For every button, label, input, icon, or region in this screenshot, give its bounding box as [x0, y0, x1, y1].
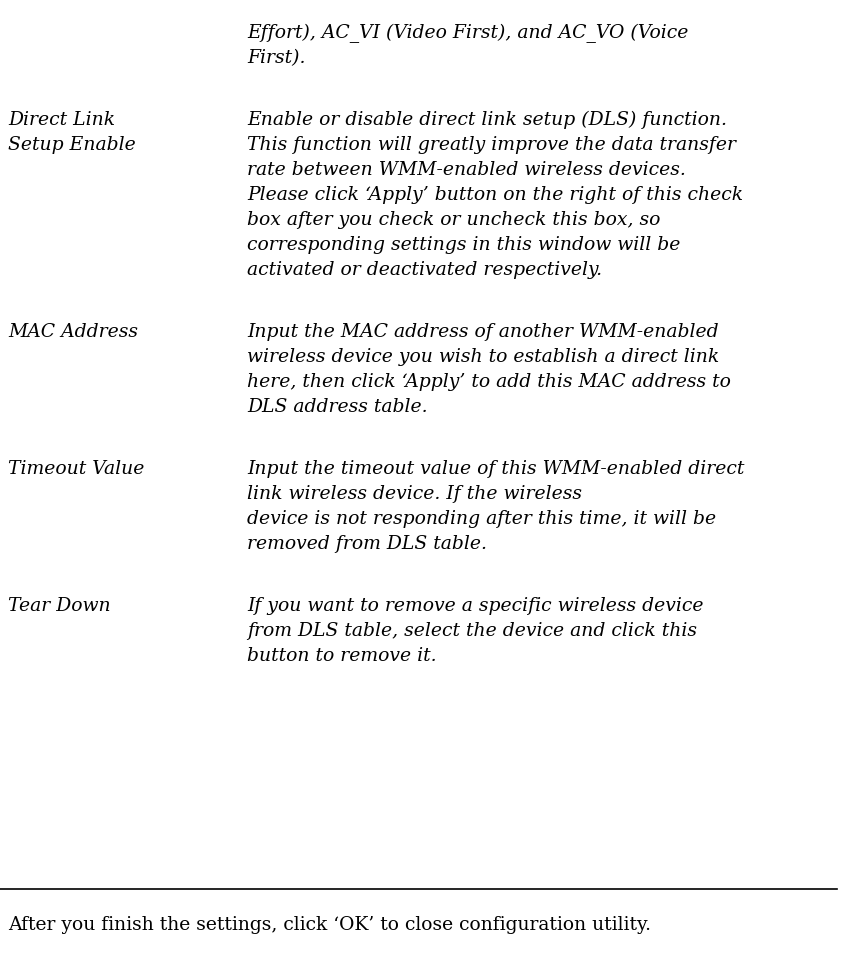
- Text: After you finish the settings, click ‘OK’ to close configuration utility.: After you finish the settings, click ‘OK…: [9, 916, 652, 934]
- Text: button to remove it.: button to remove it.: [247, 647, 437, 665]
- Text: Setup Enable: Setup Enable: [9, 136, 136, 154]
- Text: Tear Down: Tear Down: [9, 597, 111, 615]
- Text: Enable or disable direct link setup (DLS) function.: Enable or disable direct link setup (DLS…: [247, 111, 727, 129]
- Text: If you want to remove a specific wireless device: If you want to remove a specific wireles…: [247, 597, 703, 615]
- Text: Please click ‘Apply’ button on the right of this check: Please click ‘Apply’ button on the right…: [247, 186, 743, 204]
- Text: from DLS table, select the device and click this: from DLS table, select the device and cl…: [247, 622, 697, 640]
- Text: rate between WMM-enabled wireless devices.: rate between WMM-enabled wireless device…: [247, 161, 686, 179]
- Text: DLS address table.: DLS address table.: [247, 398, 427, 416]
- Text: link wireless device. If the wireless: link wireless device. If the wireless: [247, 485, 582, 503]
- Text: Direct Link: Direct Link: [9, 111, 116, 129]
- Text: removed from DLS table.: removed from DLS table.: [247, 535, 487, 553]
- Text: This function will greatly improve the data transfer: This function will greatly improve the d…: [247, 136, 736, 154]
- Text: Input the timeout value of this WMM-enabled direct: Input the timeout value of this WMM-enab…: [247, 460, 744, 478]
- Text: box after you check or uncheck this box, so: box after you check or uncheck this box,…: [247, 211, 660, 229]
- Text: device is not responding after this time, it will be: device is not responding after this time…: [247, 510, 716, 528]
- Text: wireless device you wish to establish a direct link: wireless device you wish to establish a …: [247, 348, 719, 366]
- Text: Timeout Value: Timeout Value: [9, 460, 145, 478]
- Text: activated or deactivated respectively.: activated or deactivated respectively.: [247, 261, 602, 280]
- Text: First).: First).: [247, 49, 306, 67]
- Text: here, then click ‘Apply’ to add this MAC address to: here, then click ‘Apply’ to add this MAC…: [247, 373, 731, 391]
- Text: Effort), AC_VI (Video First), and AC_VO (Voice: Effort), AC_VI (Video First), and AC_VO …: [247, 24, 689, 43]
- Text: corresponding settings in this window will be: corresponding settings in this window wi…: [247, 236, 680, 254]
- Text: MAC Address: MAC Address: [9, 323, 138, 341]
- Text: Input the MAC address of another WMM-enabled: Input the MAC address of another WMM-ena…: [247, 323, 719, 341]
